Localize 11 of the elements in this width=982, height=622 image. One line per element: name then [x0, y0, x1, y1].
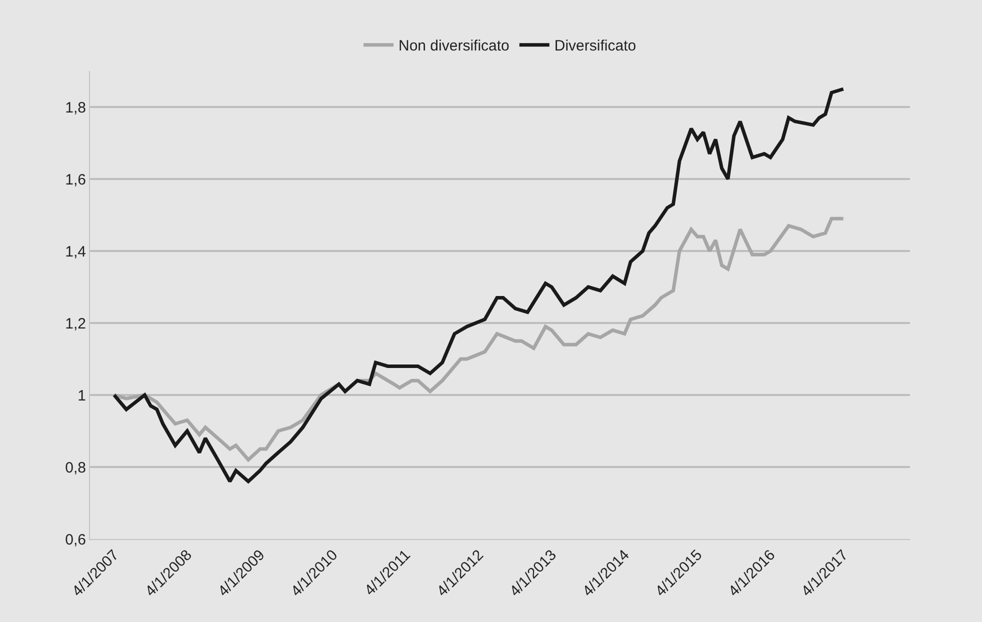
y-tick-label: 0,8	[65, 459, 86, 476]
line-series	[112, 87, 846, 484]
y-tick-label: 1,8	[65, 99, 86, 116]
y-tick-label: 1,6	[65, 171, 86, 188]
y-tick-label: 1,2	[65, 315, 86, 332]
y-tick-label: 0,6	[65, 531, 86, 548]
line-series	[112, 216, 846, 462]
legend-label: Diversificato	[554, 38, 636, 55]
legend-label: Non diversificato	[398, 38, 510, 55]
y-tick-label: 1	[78, 387, 86, 404]
y-tick-label: 1,4	[65, 243, 86, 260]
